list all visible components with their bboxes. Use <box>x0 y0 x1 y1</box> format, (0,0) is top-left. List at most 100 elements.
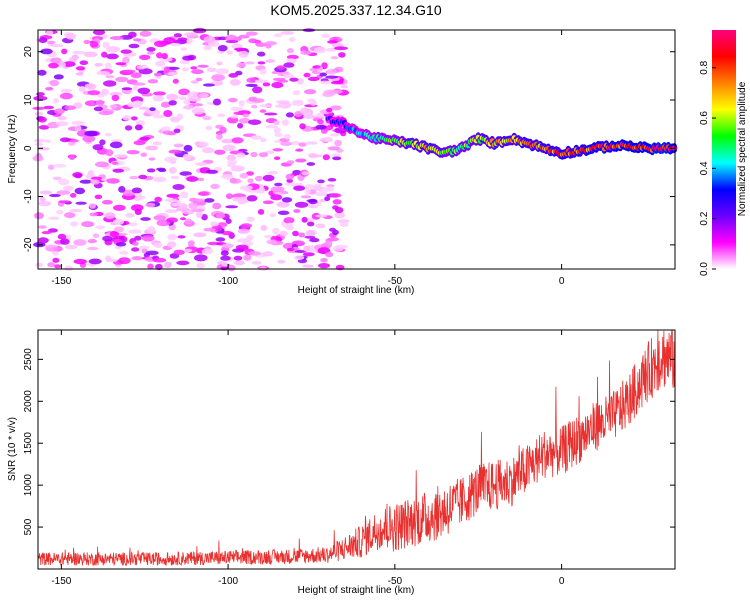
noise-cell <box>89 41 99 48</box>
noise-cell <box>195 77 203 82</box>
noise-cell <box>281 119 289 126</box>
x-tick-label: -150 <box>51 576 71 587</box>
spectrogram-frame <box>37 29 676 270</box>
noise-cell <box>216 133 223 140</box>
noise-cell <box>169 43 182 47</box>
noise-cell <box>307 221 315 227</box>
noise-cell <box>309 154 323 158</box>
noise-cell <box>55 121 69 127</box>
noise-cell <box>63 212 76 219</box>
snr-frame <box>37 329 676 570</box>
noise-cell <box>84 83 94 89</box>
noise-cell <box>260 137 267 143</box>
noise-cell <box>212 98 222 106</box>
noise-cell <box>257 51 266 57</box>
noise-cell <box>49 193 61 198</box>
noise-cell <box>236 62 247 68</box>
noise-cell <box>280 141 293 146</box>
noise-cell <box>235 244 249 251</box>
noise-cell <box>32 106 46 110</box>
noise-cell <box>323 136 333 142</box>
noise-cell <box>286 54 299 60</box>
noise-cell <box>147 263 154 270</box>
noise-cell <box>92 144 104 151</box>
noise-cell <box>164 156 177 163</box>
colorbar-label: Normalized spectral amplitude <box>737 81 748 216</box>
noise-cell <box>203 36 216 43</box>
noise-cell <box>57 233 67 240</box>
noise-cell <box>131 247 140 252</box>
noise-cell <box>113 218 124 225</box>
noise-cell <box>195 162 208 166</box>
noise-cell <box>277 79 289 83</box>
noise-cell <box>130 204 144 212</box>
noise-cell <box>254 79 268 83</box>
noise-cell <box>70 193 77 198</box>
noise-cell <box>167 241 177 248</box>
noise-cell <box>219 126 227 134</box>
noise-cell <box>53 74 64 80</box>
noise-cell <box>215 237 226 242</box>
noise-cell <box>307 76 320 82</box>
colorbar: 0.0 0.2 0.4 0.6 0.8 Normalized spectral ampl… <box>699 30 748 276</box>
noise-cell <box>276 65 285 70</box>
noise-cell <box>134 124 143 131</box>
noise-cell <box>46 29 54 36</box>
noise-cell <box>133 100 144 107</box>
noise-cell <box>189 197 198 203</box>
noise-cell <box>301 171 310 176</box>
noise-cell <box>56 210 64 215</box>
noise-cell <box>324 196 331 202</box>
noise-cell <box>45 244 58 248</box>
noise-cell <box>283 73 294 79</box>
y-tick-label: 10 <box>23 94 34 106</box>
noise-cell <box>154 40 167 48</box>
noise-cell <box>329 227 336 232</box>
noise-cell <box>146 168 156 173</box>
noise-cell <box>35 262 44 267</box>
noise-cell <box>225 40 239 44</box>
figure-title: KOM5.2025.337.12.34.G10 <box>270 2 441 18</box>
noise-cell <box>303 245 311 252</box>
noise-cell <box>221 231 234 236</box>
noise-cell <box>299 123 306 130</box>
noise-cell <box>337 219 350 224</box>
noise-cell <box>226 50 233 55</box>
noise-cell <box>167 233 178 241</box>
noise-cell <box>182 153 192 161</box>
noise-cell <box>34 142 44 147</box>
noise-cell <box>71 120 86 126</box>
noise-cell <box>215 213 226 219</box>
noise-cell <box>91 176 103 180</box>
noise-cell <box>84 130 98 137</box>
noise-cell <box>153 242 163 248</box>
noise-cell <box>327 178 337 182</box>
noise-cell <box>294 111 303 117</box>
noise-cell <box>320 258 328 263</box>
noise-cell <box>300 107 309 114</box>
noise-cell <box>54 108 65 115</box>
noise-cell <box>255 42 267 47</box>
noise-cell <box>170 175 180 180</box>
noise-cell <box>259 104 272 108</box>
noise-cell <box>64 265 74 272</box>
noise-cell <box>134 192 142 198</box>
y-tick-label: 1000 <box>23 474 34 497</box>
snr-panel: -150 -100 -50 0 500 1000 1500 2000 2500 Height … <box>7 329 676 596</box>
spectrogram-x-ticks: -150 -100 -50 0 <box>51 30 565 287</box>
noise-cell <box>295 148 304 152</box>
noise-cell <box>123 69 136 74</box>
noise-cell <box>111 94 120 102</box>
noise-cell <box>203 45 212 51</box>
noise-cell <box>139 30 152 37</box>
noise-cell <box>202 115 212 121</box>
noise-cell <box>277 259 286 264</box>
noise-cell <box>280 31 295 35</box>
noise-cell <box>334 66 344 73</box>
noise-cell <box>284 134 291 140</box>
noise-cell <box>274 156 281 160</box>
noise-cell <box>138 106 150 110</box>
noise-cell <box>205 125 213 131</box>
noise-cell <box>56 190 70 196</box>
